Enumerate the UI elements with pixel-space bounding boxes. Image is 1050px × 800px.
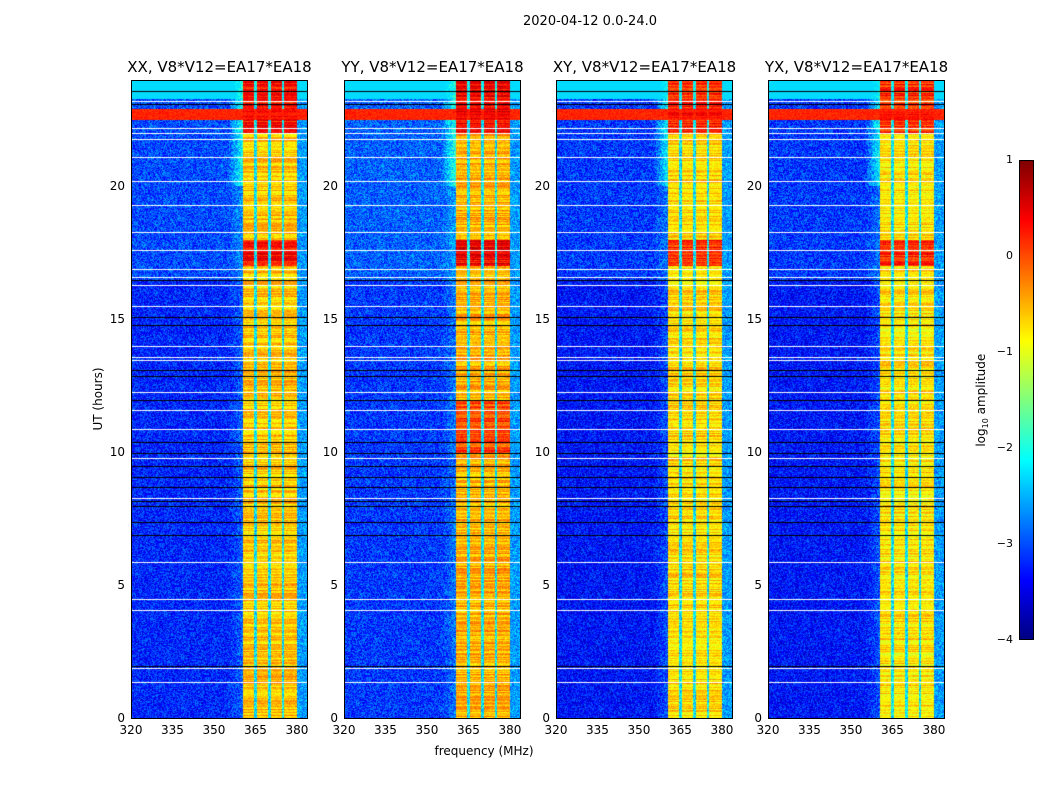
figure-title: 2020-04-12 0.0-24.0 (523, 14, 657, 29)
y-tick-label: 10 (534, 444, 550, 459)
spectrogram-panel: YX, V8*V12=EA17*EA18 320 335 350 365 380 0 5 10 1… (747, 58, 948, 737)
colorbar-tick-label: 1 (1006, 153, 1013, 166)
x-tick-label: 380 (498, 723, 522, 737)
x-axis-label: frequency (MHz) (434, 744, 534, 758)
x-tick-label: 350 (415, 723, 439, 737)
y-tick-label: 0 (117, 711, 125, 725)
colorbar: 1 0 −1 −2 −3 −4 (997, 153, 1034, 646)
colorbar-tick-label: −1 (996, 345, 1013, 358)
colorbar-tick-label: −2 (996, 441, 1013, 454)
panel-title: YX, V8*V12=EA17*EA18 (764, 58, 949, 76)
spectrogram-panel: YY, V8*V12=EA17*EA18 320 335 350 365 380 0 5 10 1… (323, 58, 524, 737)
colorbar-tick-label: 0 (1006, 249, 1013, 262)
y-tick-label: 5 (330, 577, 338, 592)
y-tick-label: 5 (117, 577, 125, 592)
colorbar-tick-label: −3 (996, 537, 1013, 550)
x-tick-label: 365 (244, 723, 267, 737)
x-tick-label: 365 (669, 723, 692, 737)
x-tick-label: 380 (285, 723, 309, 737)
x-tick-label: 320 (332, 723, 356, 737)
heatmap (556, 80, 733, 719)
y-tick-label: 20 (322, 178, 338, 193)
y-tick-label: 10 (109, 444, 125, 459)
x-tick-label: 365 (457, 723, 480, 737)
heatmap (131, 80, 308, 719)
x-tick-label: 320 (119, 723, 143, 737)
colorbar-label: log10 amplitude (973, 353, 991, 447)
panel-title: XY, V8*V12=EA17*EA18 (552, 58, 737, 76)
y-axis-label: UT (hours) (91, 367, 105, 431)
x-tick-label: 320 (544, 723, 568, 737)
y-tick-label: 20 (109, 178, 125, 193)
y-tick-label: 15 (109, 311, 125, 326)
panel-title: YY, V8*V12=EA17*EA18 (341, 58, 524, 76)
y-tick-label: 5 (542, 577, 550, 592)
heatmap (768, 80, 945, 719)
y-tick-label: 15 (746, 311, 762, 326)
y-tick-label: 15 (322, 311, 338, 326)
y-tick-label: 10 (322, 444, 338, 459)
x-tick-label: 335 (374, 723, 397, 737)
heatmap (344, 80, 521, 719)
x-tick-label: 335 (586, 723, 609, 737)
x-tick-label: 350 (839, 723, 863, 737)
y-tick-label: 0 (330, 711, 338, 725)
panel-title: XX, V8*V12=EA17*EA18 (127, 58, 312, 76)
x-tick-label: 335 (161, 723, 184, 737)
spectrogram-panel: XY, V8*V12=EA17*EA18 320 335 350 365 380 0 5 10 1… (535, 58, 736, 737)
x-tick-label: 380 (922, 723, 946, 737)
colorbar-tick-label: −4 (996, 633, 1013, 646)
x-tick-label: 320 (756, 723, 780, 737)
y-tick-label: 20 (534, 178, 550, 193)
spectrogram-panel: XX, V8*V12=EA17*EA18 320 335 350 365 380 0 5 10 1… (110, 58, 312, 737)
x-tick-label: 365 (881, 723, 904, 737)
y-tick-label: 10 (746, 444, 762, 459)
y-tick-label: 0 (754, 711, 762, 725)
x-tick-label: 335 (798, 723, 821, 737)
y-tick-label: 20 (746, 178, 762, 193)
y-tick-label: 5 (754, 577, 762, 592)
y-tick-label: 15 (534, 311, 550, 326)
x-tick-label: 350 (202, 723, 226, 737)
x-tick-label: 380 (710, 723, 734, 737)
y-tick-label: 0 (542, 711, 550, 725)
x-tick-label: 350 (627, 723, 651, 737)
